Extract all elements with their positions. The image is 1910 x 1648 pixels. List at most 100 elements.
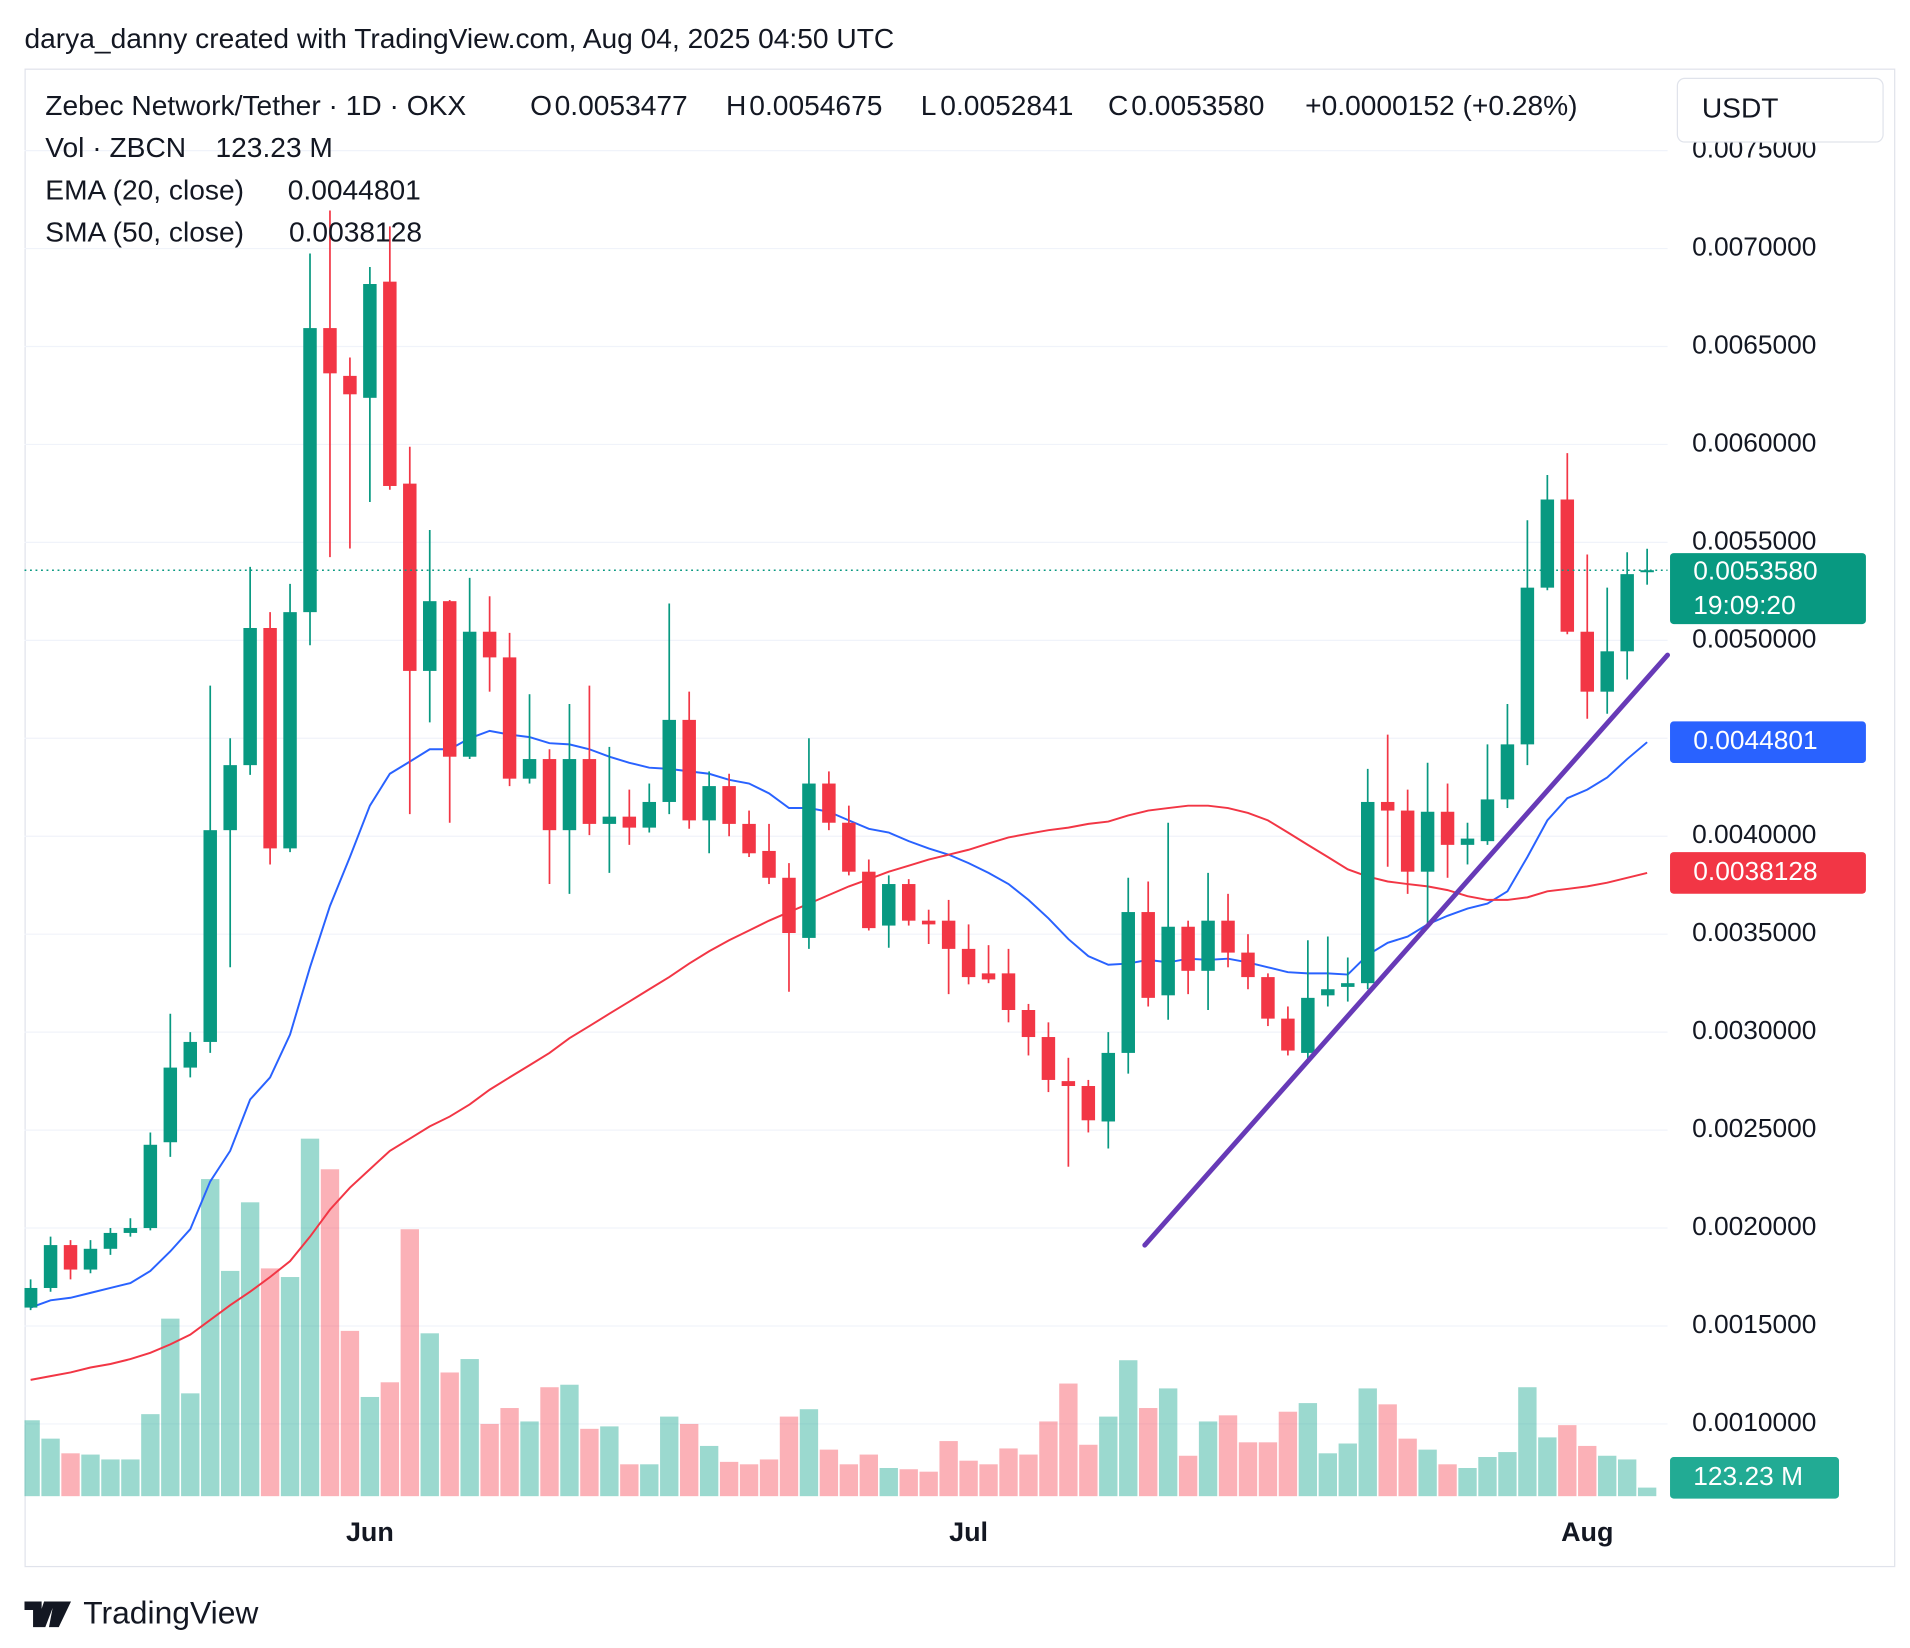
candle-body [522, 759, 537, 779]
candle-body [1460, 838, 1475, 845]
volume-bar [1418, 1449, 1437, 1497]
candle-body [1620, 574, 1634, 652]
volume-bar [1558, 1425, 1577, 1497]
candle-body [1161, 926, 1175, 996]
candle-body [1181, 926, 1195, 971]
volume-bar [420, 1333, 439, 1497]
volume-bar [440, 1372, 459, 1497]
volume-bar [400, 1229, 419, 1497]
candle-body [1101, 1052, 1116, 1122]
volume-bar [1278, 1411, 1298, 1497]
candle-body [462, 631, 477, 757]
x-tick-label: Jun [346, 1517, 394, 1547]
candle-body [622, 816, 637, 828]
volume-bar [600, 1426, 619, 1497]
currency[interactable]: USDT [1702, 93, 1779, 124]
candle-body [24, 1287, 38, 1308]
volume-bar [640, 1464, 659, 1497]
moving-average-line [30, 804, 1648, 1381]
sma-tag: 0.0038128 [1693, 856, 1817, 886]
volume-bar [1039, 1421, 1058, 1497]
candle-body [901, 884, 916, 921]
candle-body [921, 920, 936, 925]
y-tick-label: 0.0050000 [1692, 623, 1816, 653]
candle-body [1341, 983, 1355, 987]
candle-body [981, 973, 996, 980]
symbol-title: Zebec Network/Tether · 1D · OKX [45, 90, 466, 121]
price-tag: 19:09:20 [1693, 590, 1795, 620]
candle-body [1600, 651, 1614, 692]
volume-bar [1079, 1444, 1098, 1497]
volume-bar [979, 1464, 998, 1497]
currency-button[interactable] [1676, 77, 1884, 143]
candle-body [1321, 989, 1335, 996]
candle-body [143, 1144, 158, 1229]
candle-body [502, 657, 517, 779]
candle-body [1540, 499, 1555, 588]
candle-body [961, 948, 976, 978]
volume-bar [1059, 1383, 1078, 1497]
volume-bar [839, 1464, 859, 1497]
volume-name: Vol · ZBCN [45, 132, 186, 163]
ohlc-key: L [921, 90, 937, 121]
candle-body [482, 631, 497, 658]
y-tick-label: 0.0065000 [1692, 329, 1816, 359]
volume-bar [1218, 1415, 1238, 1497]
y-tick-label: 0.0055000 [1692, 525, 1816, 555]
ema-value: 0.0044801 [288, 175, 421, 206]
volume-bar [460, 1359, 479, 1497]
volume-bar [1518, 1387, 1537, 1497]
candle-body [183, 1041, 197, 1068]
price-tag: 0.0053580 [1693, 556, 1817, 586]
candle-body [423, 601, 437, 671]
candle-body [123, 1228, 138, 1233]
volume-bar [1238, 1442, 1258, 1497]
volume-bar [1019, 1454, 1038, 1497]
grid [24, 149, 1668, 1425]
x-tick-label: Jul [949, 1517, 988, 1547]
volume-bar [240, 1202, 260, 1497]
volume-bar [1398, 1438, 1417, 1497]
candle-body [243, 628, 257, 766]
x-tick-label: Aug [1561, 1517, 1613, 1547]
ohlc-key: O [530, 90, 552, 121]
candle-body [762, 850, 776, 878]
y-tick-label: 0.0025000 [1692, 1113, 1816, 1143]
volume-bar [560, 1384, 579, 1497]
volume-bar [340, 1330, 360, 1497]
volume-bar [1637, 1487, 1657, 1497]
candle-body [442, 601, 457, 757]
ohlc-value: 0.0054675 [749, 90, 882, 121]
candle-body [63, 1245, 78, 1270]
y-tick-label: 0.0010000 [1692, 1407, 1816, 1437]
volume-bar [680, 1423, 699, 1497]
candle-body [1121, 912, 1135, 1053]
candle-body [882, 884, 896, 926]
volume-bar [480, 1423, 499, 1497]
volume-bar [1139, 1408, 1158, 1497]
brand: TradingView [83, 1594, 259, 1630]
attribution: darya_danny created with TradingView.com… [24, 23, 894, 54]
candle-body [1081, 1086, 1096, 1121]
volume-bar [101, 1459, 120, 1497]
candle-body [1001, 973, 1016, 1011]
price-tags: 0.0053580 19:09:20 0.0044801 0.0038128 123.2… [1670, 553, 1866, 1499]
candle-body [802, 783, 816, 938]
volume-bar [24, 1420, 40, 1497]
y-tick-label: 0.0070000 [1692, 232, 1816, 262]
candle-body [1261, 977, 1275, 1019]
volume-bar [699, 1445, 719, 1497]
volume-bar [1298, 1403, 1318, 1497]
y-tick-label: 0.0060000 [1692, 427, 1816, 457]
sma-name: SMA (50, close) [45, 216, 244, 247]
candle-body [1420, 811, 1435, 872]
volume-bar [280, 1277, 300, 1497]
volume-bar [1438, 1464, 1457, 1497]
volume-bar [380, 1382, 400, 1497]
volume-bar [1617, 1459, 1637, 1497]
time-axis: Jun Jul Aug [346, 1517, 1613, 1547]
candle-body [1500, 744, 1515, 800]
candle-body [1021, 1010, 1036, 1038]
sma-value: 0.0038128 [289, 216, 422, 247]
